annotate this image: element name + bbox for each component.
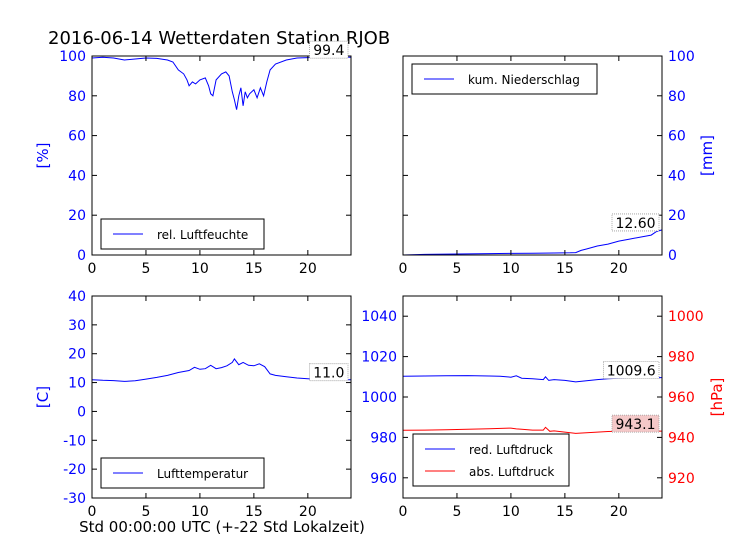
y-tick-label: 960 <box>370 471 397 487</box>
y-tick-label-right: 960 <box>668 390 695 406</box>
y-tick-label: 1040 <box>361 309 397 325</box>
y-tick-label: -20 <box>63 462 86 478</box>
y-tick-label: 0 <box>77 404 86 420</box>
y-tick-label: 60 <box>668 129 686 145</box>
y-tick-label: 0 <box>77 248 86 264</box>
annotation-temperature: 11.0 <box>313 366 344 382</box>
x-tick-label: 5 <box>452 261 461 277</box>
legend-label: rel. Luftfeuchte <box>157 228 248 242</box>
series-line <box>402 229 663 256</box>
x-tick-label: 10 <box>502 504 520 520</box>
x-tick-label: 20 <box>299 261 317 277</box>
x-tick-label: 20 <box>610 261 628 277</box>
annotation-red-luftdruck-box <box>603 361 660 380</box>
x-tick-label: 20 <box>299 504 317 520</box>
y-axis-label: [mm] <box>698 135 716 176</box>
y-tick-label-right: 940 <box>668 430 695 446</box>
y-tick-label: -10 <box>63 433 86 449</box>
annotation-precipitation: 12.60 <box>615 216 655 232</box>
x-tick-label: 0 <box>88 261 97 277</box>
y-tick-label-right: 920 <box>668 471 695 487</box>
annotation-humidity: 99.4 <box>313 43 344 59</box>
series-line <box>91 56 351 110</box>
annotation-temperature-box <box>309 363 349 382</box>
panel-pressure: 0 5 10 15 20 960 980 1000 1020 1040 920 940 960 980 10… <box>361 295 726 520</box>
x-tick-label: 0 <box>399 504 408 520</box>
panel-humidity: 0 5 10 15 20 0 20 40 60 80 100 [%] 99.4 rel. Luftfeuc… <box>34 40 352 277</box>
y-tick-label: 1000 <box>361 390 397 406</box>
y-axis-label-right: [hPa] <box>708 378 726 417</box>
y-tick-label-right: 980 <box>668 350 695 366</box>
y-tick-label: -30 <box>63 491 86 507</box>
y-tick-label: 100 <box>668 49 695 65</box>
legend-label: Lufttemperatur <box>157 467 248 481</box>
y-tick-label: 20 <box>68 208 86 224</box>
x-tick-label: 0 <box>399 261 408 277</box>
annotation-red-luftdruck: 1009.6 <box>607 364 656 380</box>
y-tick-label: 60 <box>68 129 86 145</box>
x-tick-label: 15 <box>245 504 263 520</box>
y-tick-label: 10 <box>68 376 86 392</box>
series-abs-luftdruck <box>402 426 662 434</box>
annotation-abs-luftdruck: 943.1 <box>615 417 655 433</box>
legend-label: abs. Luftdruck <box>469 465 554 479</box>
legend-label: kum. Niederschlag <box>468 73 580 87</box>
y-tick-label: 40 <box>668 168 686 184</box>
y-tick-label: 30 <box>68 318 86 334</box>
x-tick-label: 15 <box>556 261 574 277</box>
plot-frame <box>91 55 352 256</box>
series-red-luftdruck <box>402 375 662 383</box>
x-tick-label: 20 <box>610 504 628 520</box>
y-tick-label: 100 <box>59 49 86 65</box>
x-tick-label: 0 <box>88 504 97 520</box>
x-tick-label: 10 <box>191 504 209 520</box>
annotation-abs-luftdruck-box <box>611 414 660 433</box>
y-tick-label: 80 <box>668 89 686 105</box>
plot-frame <box>91 295 352 499</box>
annotation-precipitation-box <box>611 213 660 232</box>
y-tick-label: 40 <box>68 168 86 184</box>
panel-temperature: 0 5 10 15 20 -30 -20 -10 0 10 20 30 40 [C] 11.0 Lufttem… <box>34 289 352 520</box>
x-tick-label: 5 <box>141 261 150 277</box>
y-tick-label-right: 1000 <box>668 309 704 325</box>
legend-label: red. Luftdruck <box>469 443 553 457</box>
y-tick-label: 980 <box>370 430 397 446</box>
figure-title: 2016-06-14 Wetterdaten Station RJOB <box>48 28 390 49</box>
figure-xlabel: Std 00:00:00 UTC (+-22 Std Lokalzeit) <box>79 518 365 536</box>
y-axis-label: [C] <box>34 386 52 408</box>
y-tick-label: 20 <box>68 347 86 363</box>
x-tick-label: 10 <box>191 261 209 277</box>
y-tick-label: 0 <box>668 248 677 264</box>
y-tick-label: 1020 <box>361 350 397 366</box>
x-tick-label: 10 <box>502 261 520 277</box>
y-tick-label: 20 <box>668 208 686 224</box>
legend-frame <box>412 433 570 487</box>
plot-frame <box>402 55 663 256</box>
x-tick-label: 15 <box>245 261 263 277</box>
annotation-humidity-box <box>309 40 349 59</box>
x-tick-label: 5 <box>452 504 461 520</box>
y-tick-label: 80 <box>68 89 86 105</box>
x-tick-label: 5 <box>141 504 150 520</box>
panel-precipitation: 0 5 10 15 20 0 20 40 60 80 100 [mm] 12.60 kum. Nieder… <box>399 49 716 277</box>
x-tick-label: 15 <box>556 504 574 520</box>
y-axis-label: [%] <box>34 143 52 169</box>
series-line <box>91 358 351 382</box>
y-tick-label: 40 <box>68 289 86 305</box>
